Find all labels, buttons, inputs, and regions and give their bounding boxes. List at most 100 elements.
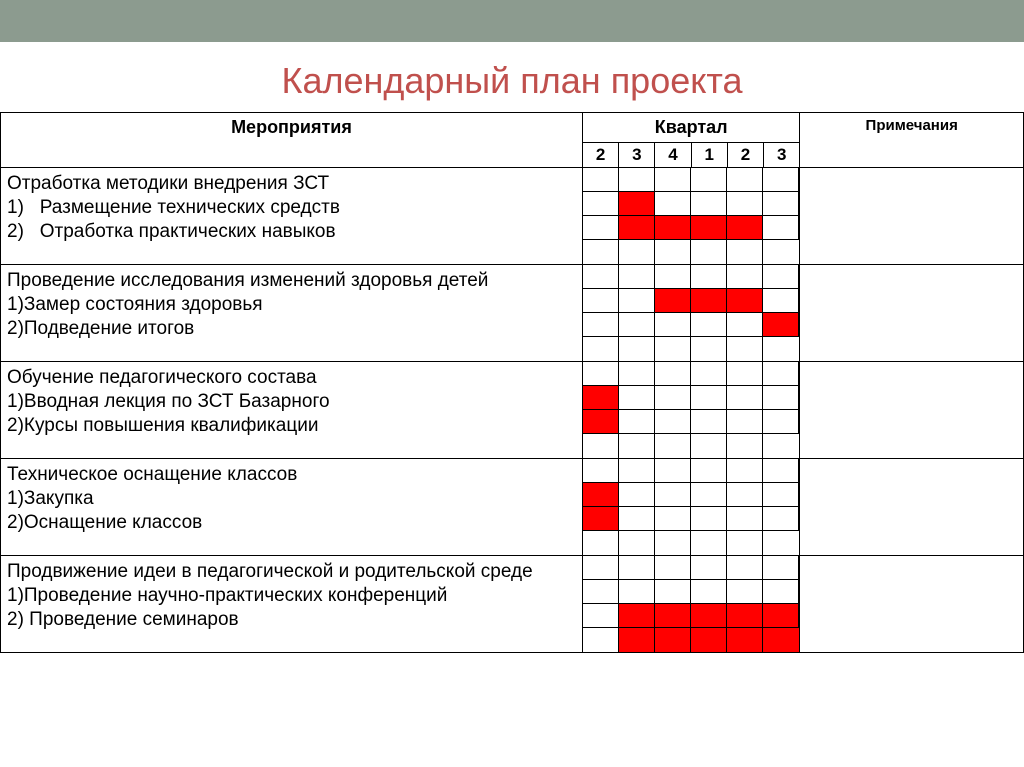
gantt-subcell	[763, 434, 799, 458]
gantt-subcell	[583, 628, 619, 652]
gantt-subcell	[583, 459, 619, 483]
gantt-subcell	[763, 580, 799, 604]
notes-cell	[800, 362, 1024, 459]
gantt-subcell	[727, 434, 763, 458]
gantt-subcell	[583, 240, 619, 264]
gantt-subcell	[763, 240, 799, 264]
gantt-subcell	[763, 362, 799, 386]
gantt-subcell	[655, 192, 691, 216]
gantt-subcell	[655, 168, 691, 192]
quarter-label: 3	[619, 143, 655, 168]
gantt-subcell	[727, 507, 763, 531]
gantt-subcell	[763, 507, 799, 531]
gantt-subcell	[763, 313, 799, 337]
gantt-subcell	[727, 459, 763, 483]
gantt-subcell	[727, 483, 763, 507]
gantt-subcell	[727, 556, 763, 580]
gantt-subcell	[727, 216, 763, 240]
gantt-subcell	[619, 289, 655, 313]
notes-cell	[800, 459, 1024, 556]
gantt-subcell	[691, 386, 727, 410]
activity-text: Техническое оснащение классов1)Закупка2)…	[1, 459, 583, 556]
gantt-subcell	[655, 216, 691, 240]
activity-text: Отработка методики внедрения ЗСТ1) Разме…	[1, 168, 583, 265]
gantt-subcell	[583, 337, 619, 361]
gantt-subcell	[655, 410, 691, 434]
gantt-subcell	[727, 192, 763, 216]
gantt-subcell	[691, 531, 727, 555]
gantt-cell	[582, 362, 799, 459]
header-quarter: Квартал	[582, 113, 799, 143]
gantt-subcell	[763, 337, 799, 361]
gantt-subcell	[583, 313, 619, 337]
gantt-subcell	[763, 410, 799, 434]
gantt-subcell	[583, 265, 619, 289]
gantt-subcell	[583, 434, 619, 458]
gantt-subcell	[655, 240, 691, 264]
gantt-subcell	[583, 192, 619, 216]
activity-row: Продвижение идеи в педагогической и роди…	[1, 556, 1024, 653]
gantt-subcell	[619, 531, 655, 555]
gantt-subcell	[727, 604, 763, 628]
gantt-subcell	[763, 265, 799, 289]
header-activities: Мероприятия	[1, 113, 583, 168]
gantt-subcell	[655, 362, 691, 386]
gantt-subcell	[583, 386, 619, 410]
page-title: Календарный план проекта	[0, 42, 1024, 112]
gantt-subcell	[619, 337, 655, 361]
gantt-subcell	[763, 216, 799, 240]
gantt-subcell	[583, 507, 619, 531]
gantt-subcell	[619, 434, 655, 458]
gantt-subcell	[655, 313, 691, 337]
gantt-subcell	[691, 192, 727, 216]
gantt-subcell	[583, 556, 619, 580]
gantt-subcell	[691, 434, 727, 458]
gantt-subcell	[727, 362, 763, 386]
gantt-subcell	[763, 604, 799, 628]
gantt-subcell	[727, 386, 763, 410]
activity-row: Техническое оснащение классов1)Закупка2)…	[1, 459, 1024, 556]
gantt-subcell	[691, 240, 727, 264]
gantt-subcell	[727, 313, 763, 337]
gantt-subcell	[583, 289, 619, 313]
gantt-subcell	[727, 628, 763, 652]
gantt-subcell	[727, 410, 763, 434]
gantt-subcell	[619, 483, 655, 507]
gantt-subcell	[583, 483, 619, 507]
gantt-subcell	[691, 362, 727, 386]
gantt-subcell	[655, 507, 691, 531]
gantt-subcell	[763, 628, 799, 652]
gantt-subcell	[655, 604, 691, 628]
gantt-subcell	[655, 337, 691, 361]
gantt-subcell	[691, 313, 727, 337]
gantt-subcell	[763, 483, 799, 507]
activity-row: Обучение педагогического состава1)Вводна…	[1, 362, 1024, 459]
gantt-subcell	[619, 556, 655, 580]
gantt-subcell	[583, 216, 619, 240]
gantt-subcell	[763, 386, 799, 410]
activity-row: Отработка методики внедрения ЗСТ1) Разме…	[1, 168, 1024, 265]
gantt-subcell	[655, 556, 691, 580]
gantt-cell	[582, 265, 799, 362]
gantt-subcell	[619, 240, 655, 264]
gantt-subcell	[763, 192, 799, 216]
quarter-label: 2	[727, 143, 763, 168]
gantt-subcell	[727, 240, 763, 264]
gantt-cell	[582, 459, 799, 556]
gantt-subcell	[619, 192, 655, 216]
gantt-subcell	[619, 580, 655, 604]
gantt-subcell	[691, 216, 727, 240]
gantt-subcell	[655, 434, 691, 458]
gantt-subcell	[691, 556, 727, 580]
gantt-subcell	[619, 628, 655, 652]
gantt-subcell	[655, 459, 691, 483]
gantt-subcell	[655, 289, 691, 313]
gantt-subcell	[619, 362, 655, 386]
header-notes: Примечания	[800, 113, 1024, 168]
quarter-label: 1	[691, 143, 727, 168]
activity-text: Обучение педагогического состава1)Вводна…	[1, 362, 583, 459]
gantt-subcell	[763, 459, 799, 483]
gantt-table: Мероприятия Квартал Примечания 2 3 4 1 2…	[0, 112, 1024, 653]
gantt-subcell	[691, 265, 727, 289]
gantt-subcell	[691, 459, 727, 483]
